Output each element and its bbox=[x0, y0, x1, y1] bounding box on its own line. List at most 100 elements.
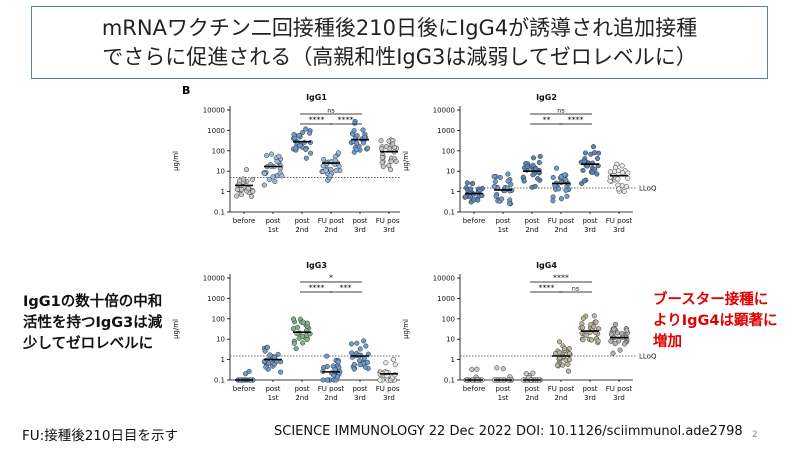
data-point bbox=[237, 178, 243, 184]
data-point bbox=[238, 192, 244, 198]
chart-title: IgG2 bbox=[536, 93, 557, 102]
data-point bbox=[304, 336, 310, 343]
data-point bbox=[537, 153, 543, 159]
data-point bbox=[591, 313, 597, 319]
data-point bbox=[332, 157, 338, 163]
data-point bbox=[392, 362, 398, 368]
data-point bbox=[566, 357, 573, 363]
y-tick-label: 10000 bbox=[203, 275, 225, 283]
right-note-line: よりIgG4は顕著に bbox=[653, 313, 778, 329]
data-point bbox=[300, 340, 306, 346]
y-axis-label: µg/ml bbox=[402, 151, 410, 171]
data-point bbox=[297, 142, 303, 149]
x-tick-label: 2nd bbox=[525, 394, 538, 402]
data-point bbox=[249, 193, 255, 200]
data-point bbox=[556, 186, 562, 192]
data-point bbox=[474, 366, 480, 372]
data-point bbox=[354, 147, 360, 153]
fu-footnote: FU:接種後210日目を示す bbox=[22, 428, 178, 444]
data-point bbox=[379, 146, 385, 152]
x-tick-label: before bbox=[463, 217, 486, 225]
data-point bbox=[354, 133, 360, 139]
significance-label: **** bbox=[338, 116, 354, 125]
y-tick-label: 10000 bbox=[203, 107, 225, 115]
data-point bbox=[388, 158, 394, 164]
data-point bbox=[593, 319, 599, 325]
data-point bbox=[615, 330, 621, 336]
left-note-line: 活性を持つIgG3は減 bbox=[23, 315, 163, 331]
data-point bbox=[521, 178, 527, 184]
data-point bbox=[357, 362, 363, 368]
right-note-line: 増加 bbox=[653, 334, 682, 350]
chart-title: IgG4 bbox=[536, 261, 557, 270]
data-point bbox=[303, 155, 309, 161]
x-tick-label: 3rd bbox=[354, 226, 366, 234]
data-point bbox=[360, 140, 367, 146]
x-tick-label: post bbox=[495, 217, 510, 225]
data-point bbox=[303, 146, 309, 152]
data-point bbox=[492, 179, 498, 185]
data-point bbox=[621, 188, 627, 194]
data-point bbox=[393, 158, 399, 165]
data-point bbox=[299, 130, 306, 136]
data-point bbox=[596, 150, 602, 156]
significance-label: ns bbox=[572, 285, 580, 293]
data-point bbox=[290, 326, 297, 332]
x-tick-label: 3rd bbox=[613, 226, 625, 234]
y-tick-label: 1 bbox=[451, 356, 455, 364]
significance-label: **** bbox=[309, 284, 325, 293]
x-tick-label: 3rd bbox=[584, 226, 596, 234]
x-tick-label: before bbox=[233, 217, 256, 225]
data-point bbox=[334, 374, 341, 380]
y-axis-label: µg/ml bbox=[172, 319, 180, 339]
x-tick-label: FU post bbox=[318, 217, 345, 225]
y-tick-label: 100 bbox=[442, 147, 455, 155]
data-point bbox=[610, 350, 616, 356]
y-tick-label: 10 bbox=[216, 168, 225, 176]
left-note-line: IgG1の数十倍の中和 bbox=[23, 294, 163, 310]
data-point bbox=[323, 167, 329, 173]
significance-label: **** bbox=[309, 116, 325, 125]
data-point bbox=[471, 197, 477, 203]
data-point bbox=[383, 360, 389, 366]
data-point bbox=[349, 350, 355, 356]
data-point bbox=[324, 377, 330, 383]
data-point bbox=[613, 321, 619, 327]
data-point bbox=[530, 162, 536, 168]
x-tick-label: post bbox=[265, 217, 280, 225]
data-point bbox=[351, 128, 357, 134]
data-point bbox=[554, 362, 560, 368]
x-tick-label: post bbox=[265, 385, 280, 393]
data-point bbox=[581, 178, 587, 184]
x-tick-label: post bbox=[582, 385, 597, 393]
data-point bbox=[553, 351, 559, 357]
x-tick-label: before bbox=[463, 385, 486, 393]
data-point bbox=[467, 194, 473, 200]
data-point bbox=[274, 158, 280, 165]
data-point bbox=[365, 145, 371, 151]
data-point bbox=[362, 364, 369, 370]
data-point bbox=[365, 359, 371, 365]
data-point bbox=[582, 150, 589, 156]
data-point bbox=[320, 377, 326, 383]
data-point bbox=[264, 344, 271, 350]
data-point bbox=[279, 173, 285, 179]
data-point bbox=[361, 338, 367, 344]
data-point bbox=[388, 167, 394, 173]
slide-title-line-2: でさらに促進される（高親和性IgG3は減弱してゼロレベルに） bbox=[102, 44, 697, 69]
x-tick-label: post bbox=[582, 217, 597, 225]
data-point bbox=[293, 345, 299, 352]
data-point bbox=[589, 169, 596, 176]
data-point bbox=[351, 361, 357, 368]
x-tick-label: 1st bbox=[268, 226, 279, 234]
x-tick-label: 1st bbox=[268, 394, 279, 402]
data-point bbox=[332, 366, 338, 372]
data-point bbox=[583, 332, 589, 338]
data-point bbox=[270, 174, 276, 180]
data-point bbox=[491, 173, 497, 180]
data-point bbox=[625, 170, 631, 176]
lloq-label: LLoQ bbox=[639, 353, 657, 361]
panel-label: B bbox=[182, 84, 191, 97]
x-tick-label: 1st bbox=[498, 226, 509, 234]
data-point bbox=[612, 341, 618, 347]
